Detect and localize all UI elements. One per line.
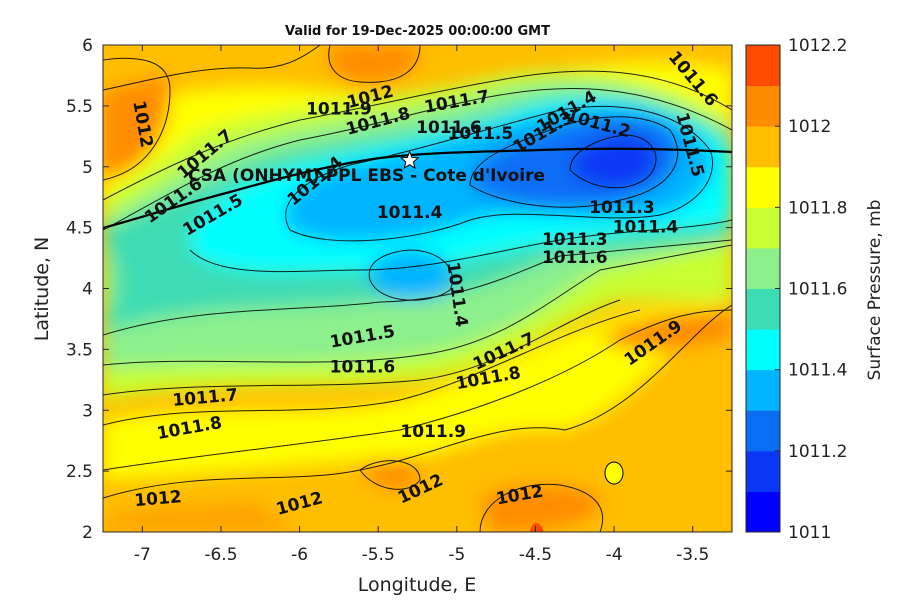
page-title: Valid for 19-Dec-2025 00:00:00 GMT <box>285 24 550 39</box>
x-axis-label: Longitude, E <box>358 574 477 596</box>
colorbar-segment <box>746 247 780 289</box>
contour-label: 1011.6 <box>416 118 482 138</box>
x-tick-label: -3.5 <box>676 545 709 565</box>
colorbar-segment <box>746 166 780 208</box>
colorbar-segment <box>746 369 780 411</box>
y-tick-label: 4.5 <box>66 219 93 239</box>
y-tick-label: 6 <box>82 36 93 56</box>
colorbar-segment <box>746 126 780 168</box>
coastline <box>103 147 732 230</box>
y-axis: 2 2.5 3 3.5 4 4.5 5 5.5 6 <box>66 36 732 543</box>
y-tick-label: 4 <box>82 280 93 300</box>
y-tick-label: 3 <box>82 401 93 421</box>
pressure-field <box>103 45 732 532</box>
colorbar-tick-label: 1011 <box>788 523 831 543</box>
colorbar-segment <box>746 45 780 87</box>
contour-label: 1011.3 <box>589 198 655 218</box>
station-label: CSA (ONHYM) PPL EBS - Cote d'Ivoire <box>188 166 545 186</box>
colorbar-segment <box>746 207 780 249</box>
y-tick-label: 5.5 <box>66 97 93 117</box>
colorbar-segment <box>746 85 780 127</box>
x-tick-label: -5 <box>448 545 465 565</box>
colorbar: 1011 1011.2 1011.4 1011.6 1011.8 1012 1012.2 <box>745 36 847 543</box>
y-tick-label: 2.5 <box>66 462 93 482</box>
contour-label: 1011.6 <box>542 248 608 268</box>
star-icon <box>399 150 420 169</box>
colorbar-label: Surface Pressure, mb <box>865 200 885 381</box>
contour-label: 1011.5 <box>448 124 514 144</box>
x-tick-label: -4 <box>606 545 623 565</box>
contour-label: 1011.9 <box>306 100 372 120</box>
y-tick-label: 3.5 <box>66 340 93 360</box>
colorbar-tick-label: 1012.2 <box>788 36 847 56</box>
colorbar-tick-label: 1011.8 <box>788 198 847 218</box>
colorbar-tick-label: 1011.4 <box>788 361 847 381</box>
colorbar-segment <box>746 410 780 452</box>
colorbar-tick-label: 1011.2 <box>788 442 847 462</box>
y-tick-label: 5 <box>82 158 93 178</box>
x-axis: -7 -6.5 -6 -5.5 -5 -4.5 -4 -3.5 <box>134 45 709 565</box>
colorbar-segment <box>746 450 780 492</box>
contour-label: 1011.4 <box>377 203 443 223</box>
x-tick-label: -7 <box>134 545 151 565</box>
x-tick-label: -5.5 <box>362 545 395 565</box>
contour-label: 1011.4 <box>613 218 679 238</box>
y-tick-label: 2 <box>82 523 93 543</box>
colorbar-segment <box>746 491 780 533</box>
x-tick-label: -4.5 <box>519 545 552 565</box>
contour-label: 1011.9 <box>400 422 466 442</box>
colorbar-tick-label: 1012 <box>788 117 831 137</box>
contour-label: 1012 <box>134 487 183 511</box>
colorbar-segment <box>746 288 780 330</box>
y-axis-label: Latitude, N <box>31 237 53 342</box>
colorbar-tick-label: 1011.6 <box>788 280 847 300</box>
contour-label: 1011.6 <box>330 358 396 378</box>
contour-label: 1011.3 <box>542 230 608 250</box>
x-tick-label: -6.5 <box>204 545 237 565</box>
x-tick-label: -6 <box>291 545 308 565</box>
colorbar-segment <box>746 329 780 371</box>
station-marker[interactable] <box>399 150 420 169</box>
